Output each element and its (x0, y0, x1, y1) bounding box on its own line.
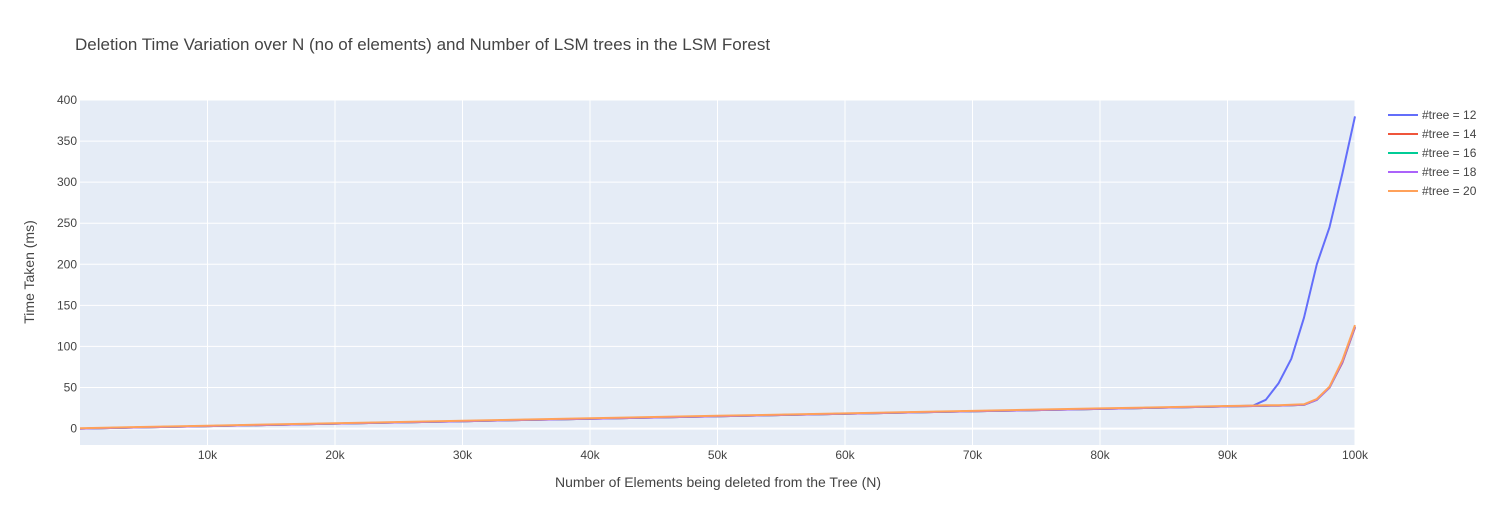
legend-label: #tree = 20 (1422, 184, 1477, 198)
y-tick-label: 200 (57, 257, 77, 271)
legend: #tree = 12 #tree = 14 #tree = 16 #tree = 18… (1388, 108, 1477, 198)
x-axis-ticks: 10k 20k 30k 40k 50k 60k 70k 80k 90k 100k (198, 448, 1369, 462)
legend-label: #tree = 12 (1422, 108, 1477, 122)
y-tick-label: 300 (57, 175, 77, 189)
legend-item[interactable]: #tree = 18 (1388, 165, 1477, 179)
chart-title: Deletion Time Variation over N (no of el… (75, 35, 770, 54)
x-tick-label: 50k (708, 448, 728, 462)
y-tick-label: 100 (57, 339, 77, 353)
y-tick-label: 250 (57, 216, 77, 230)
x-tick-label: 10k (198, 448, 218, 462)
y-tick-label: 0 (70, 422, 77, 436)
x-tick-label: 80k (1090, 448, 1110, 462)
y-tick-label: 350 (57, 134, 77, 148)
legend-item[interactable]: #tree = 16 (1388, 146, 1477, 160)
x-tick-label: 60k (835, 448, 855, 462)
x-tick-label: 40k (580, 448, 600, 462)
series-lines (79, 116, 1356, 430)
y-axis-ticks: 0 50 100 150 200 250 300 350 400 (57, 93, 77, 436)
legend-label: #tree = 16 (1422, 146, 1477, 160)
legend-label: #tree = 14 (1422, 127, 1477, 141)
legend-label: #tree = 18 (1422, 165, 1477, 179)
series-line-4 (79, 324, 1356, 430)
x-tick-label: 30k (453, 448, 473, 462)
x-tick-label: 70k (963, 448, 983, 462)
y-gridlines (80, 99, 1355, 430)
x-axis-title: Number of Elements being deleted from th… (555, 474, 881, 490)
legend-item[interactable]: #tree = 14 (1388, 127, 1477, 141)
legend-item[interactable]: #tree = 20 (1388, 184, 1477, 198)
x-tick-label: 100k (1342, 448, 1369, 462)
y-tick-label: 400 (57, 93, 77, 107)
legend-item[interactable]: #tree = 12 (1388, 108, 1477, 122)
y-tick-label: 50 (64, 381, 78, 395)
x-tick-label: 20k (325, 448, 345, 462)
x-tick-label: 90k (1218, 448, 1238, 462)
y-tick-label: 150 (57, 298, 77, 312)
y-axis-title: Time Taken (ms) (21, 220, 37, 323)
